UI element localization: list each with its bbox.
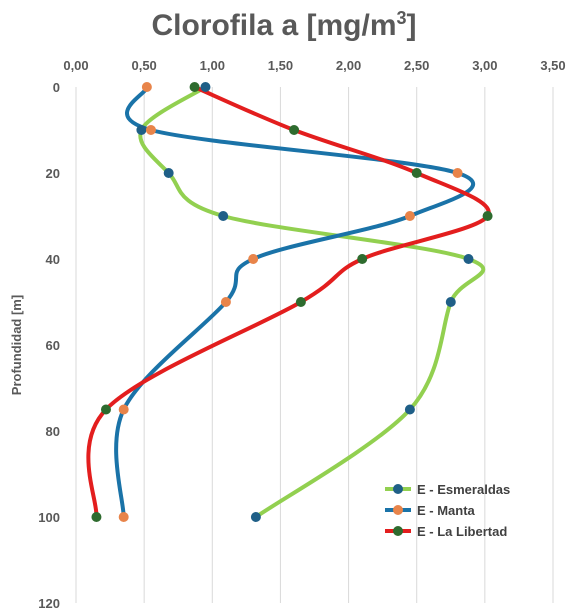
x-tick-label: 3,00 bbox=[472, 58, 497, 73]
data-point-esmeraldas bbox=[445, 297, 456, 307]
legend-swatch-marker bbox=[393, 526, 403, 536]
data-point-esmeraldas bbox=[200, 82, 211, 92]
data-point-la-libertad bbox=[411, 168, 422, 178]
x-tick-label: 0,50 bbox=[131, 58, 156, 73]
series-markers bbox=[91, 82, 493, 522]
data-point-esmeraldas bbox=[404, 404, 415, 415]
data-point-manta bbox=[145, 125, 156, 135]
legend-label-la-libertad: E - La Libertad bbox=[417, 524, 507, 539]
x-tick-label: 1,50 bbox=[268, 58, 293, 73]
data-point-manta bbox=[452, 168, 463, 178]
data-point-manta bbox=[248, 254, 259, 264]
y-tick-label: 120 bbox=[38, 596, 60, 608]
series-line-manta bbox=[114, 85, 476, 519]
data-point-manta bbox=[141, 82, 152, 92]
x-tick-label: 0,00 bbox=[63, 58, 88, 73]
legend-swatch-marker bbox=[393, 484, 403, 494]
data-point-la-libertad bbox=[91, 512, 102, 522]
x-tick-label: 1,00 bbox=[200, 58, 225, 73]
data-point-manta bbox=[118, 512, 129, 522]
y-axis-label: Profundidad [m] bbox=[9, 295, 24, 395]
series-lines bbox=[86, 85, 491, 519]
data-point-esmeraldas bbox=[463, 254, 474, 264]
data-point-esmeraldas bbox=[250, 512, 261, 522]
data-point-la-libertad bbox=[482, 211, 493, 221]
y-tick-label: 40 bbox=[46, 252, 60, 267]
data-point-la-libertad bbox=[100, 404, 111, 415]
x-axis-ticks: 0,00 0,50 1,00 1,50 2,00 2,50 3,00 3,50 bbox=[63, 58, 565, 73]
data-point-esmeraldas bbox=[163, 168, 174, 178]
y-tick-label: 100 bbox=[38, 510, 60, 525]
chart-legend: E - Esmeraldas E - Manta E - La Libertad bbox=[385, 482, 510, 539]
data-point-la-libertad bbox=[357, 254, 368, 264]
legend-swatch-marker bbox=[393, 505, 403, 515]
y-tick-label: 0 bbox=[53, 80, 60, 95]
chart-title-end: ] bbox=[406, 9, 417, 42]
data-point-manta bbox=[118, 404, 129, 415]
data-point-manta bbox=[220, 297, 231, 307]
y-tick-label: 20 bbox=[46, 166, 60, 181]
legend-label-esmeraldas: E - Esmeraldas bbox=[417, 482, 510, 497]
series-line-la-libertad bbox=[86, 85, 491, 519]
data-point-esmeraldas bbox=[218, 211, 229, 221]
y-tick-label: 60 bbox=[46, 338, 60, 353]
legend-label-manta: E - Manta bbox=[417, 503, 476, 518]
chart-title-superscript: 3 bbox=[396, 8, 407, 28]
x-tick-label: 2,50 bbox=[404, 58, 429, 73]
y-tick-label: 80 bbox=[46, 424, 60, 439]
chart-title-text: Clorofila a [mg/m bbox=[151, 9, 397, 42]
data-point-manta bbox=[404, 211, 415, 221]
chart-title: Clorofila a [mg/m3] bbox=[0, 8, 568, 43]
data-point-esmeraldas bbox=[136, 125, 147, 135]
x-tick-label: 2,00 bbox=[336, 58, 361, 73]
data-point-la-libertad bbox=[295, 297, 306, 307]
y-axis-ticks: 0 20 40 60 80 100 120 bbox=[38, 80, 60, 608]
x-tick-label: 3,50 bbox=[540, 58, 565, 73]
data-point-la-libertad bbox=[289, 125, 300, 135]
data-point-la-libertad bbox=[189, 82, 200, 92]
